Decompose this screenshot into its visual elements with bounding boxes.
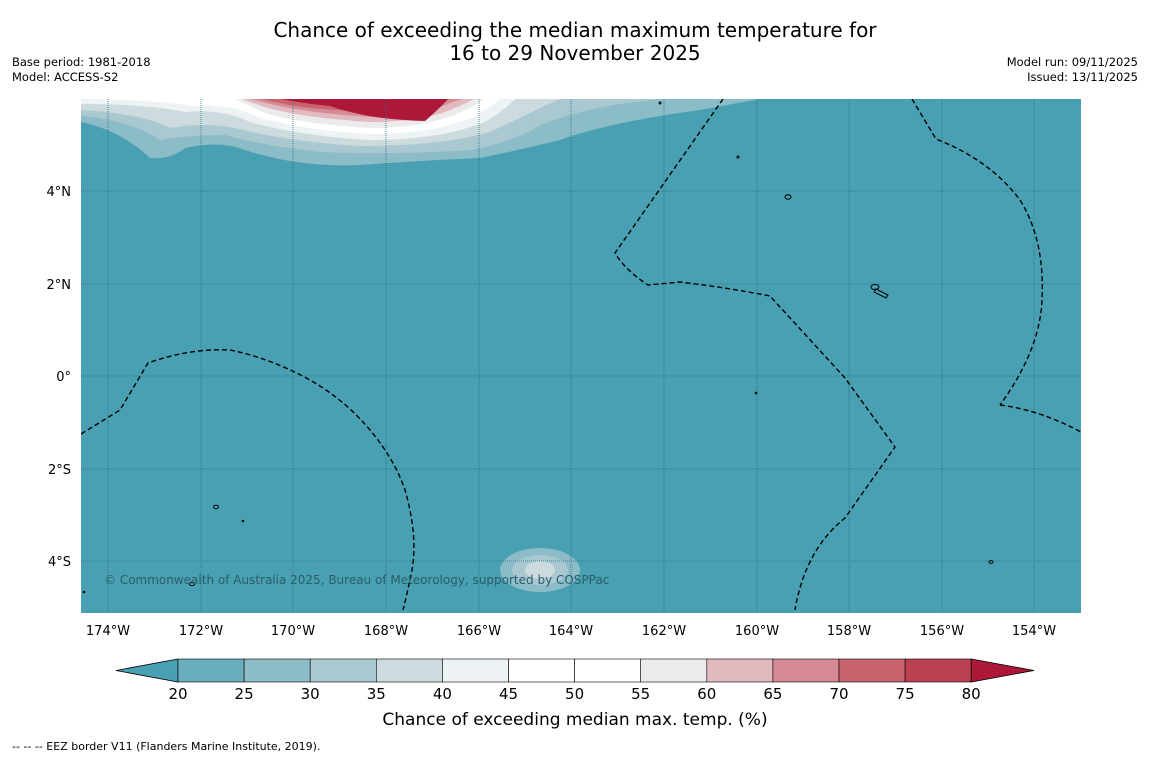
- lat-label-4: 4°S: [48, 555, 71, 570]
- colorbar-tick-35: 35: [367, 685, 386, 703]
- island-2: [870, 284, 880, 290]
- lat-label-0: 4°N: [47, 185, 72, 200]
- colorbar-tick-45: 45: [499, 685, 518, 703]
- map-background: [81, 99, 1081, 613]
- colorbar-segment-25-30: [243, 658, 311, 683]
- island-10: [754, 391, 758, 395]
- colorbar-segment-40-45: [442, 658, 509, 683]
- eez-borders: [81, 99, 1081, 611]
- meta-right: Model run: 09/11/2025 Issued: 13/11/2025: [1007, 55, 1138, 85]
- islands: [82, 101, 994, 594]
- colorbar-tick-75: 75: [896, 685, 915, 703]
- eez-border-east-north: [911, 99, 1044, 406]
- colorbar-tick-25: 25: [235, 685, 254, 703]
- island-3: [873, 288, 889, 299]
- copyright-text: © Commonwealth of Australia 2025, Bureau…: [104, 573, 609, 587]
- lat-tick-labels: 4°N 2°N 0° 2°S 4°S: [47, 185, 72, 570]
- lon-label-0: 174°W: [86, 624, 130, 639]
- island-1: [784, 194, 792, 200]
- colorbar-tick-40: 40: [433, 685, 452, 703]
- colorbar-segment-60-65: [706, 658, 774, 683]
- island-11: [82, 590, 86, 594]
- lat-label-1: 2°N: [47, 278, 72, 293]
- lon-label-6: 162°W: [642, 624, 686, 639]
- lon-label-4: 166°W: [457, 624, 501, 639]
- chart-title: Chance of exceeding the median maximum t…: [0, 19, 1150, 65]
- colorbar-segment-65-70: [772, 658, 840, 683]
- lat-label-2: 0°: [56, 370, 71, 385]
- title-line-2: 16 to 29 November 2025: [449, 41, 701, 65]
- colorbar-tick-20: 20: [168, 685, 187, 703]
- map-plot: © Commonwealth of Australia 2025, Bureau…: [81, 99, 1081, 613]
- lat-label-3: 2°S: [48, 463, 71, 478]
- eez-border-central: [614, 99, 896, 611]
- colorbar-tick-60: 60: [697, 685, 716, 703]
- colorbar-tick-55: 55: [631, 685, 650, 703]
- issued-text: Issued: 13/11/2025: [1027, 70, 1138, 84]
- model-run-text: Model run: 09/11/2025: [1006, 55, 1138, 69]
- eez-legend-text: -- -- -- EEZ border V11 (Flanders Marine…: [12, 740, 321, 753]
- anomaly-spot-inner: [525, 561, 555, 579]
- lon-label-8: 158°W: [827, 624, 871, 639]
- colorbar-tick-80: 80: [962, 685, 981, 703]
- island-7: [736, 155, 740, 159]
- meta-left: Base period: 1981-2018 Model: ACCESS-S2: [12, 55, 151, 85]
- colorbar-segment-30-35: [309, 658, 377, 683]
- eez-border-east-south: [999, 404, 1081, 433]
- colorbar-segment-70-75: [838, 658, 906, 683]
- colorbar-extend-low: [115, 658, 179, 683]
- colorbar-extend-high: [970, 658, 1035, 683]
- colorbar-label: Chance of exceeding median max. temp. (%…: [382, 710, 768, 730]
- colorbar-tick-50: 50: [565, 685, 584, 703]
- lon-label-7: 160°W: [735, 624, 779, 639]
- grid-lines: [81, 99, 1081, 613]
- colorbar-segment-35-40: [375, 658, 443, 683]
- colorbar-tick-30: 30: [301, 685, 320, 703]
- lon-label-9: 156°W: [920, 624, 964, 639]
- eez-border-west: [81, 349, 415, 611]
- colorbar-segment-75-80: [904, 658, 972, 683]
- island-8: [658, 101, 662, 105]
- colorbar-tick-65: 65: [763, 685, 782, 703]
- colorbar-tick-70: 70: [829, 685, 848, 703]
- lon-label-3: 168°W: [364, 624, 408, 639]
- island-5: [189, 581, 195, 587]
- title-line-1: Chance of exceeding the median maximum t…: [273, 18, 877, 42]
- colorbar-segment-20-25: [177, 658, 245, 683]
- base-period-text: Base period: 1981-2018: [12, 55, 151, 69]
- contour-80: [282, 99, 448, 121]
- island-9: [241, 519, 245, 523]
- lon-label-2: 170°W: [271, 624, 315, 639]
- lon-tick-labels: 174°W 172°W 170°W 168°W 166°W 164°W 162°…: [86, 624, 1056, 639]
- model-text: Model: ACCESS-S2: [12, 70, 119, 84]
- lon-label-10: 154°W: [1012, 624, 1056, 639]
- colorbar-segment-55-60: [640, 658, 708, 683]
- lon-label-1: 172°W: [179, 624, 223, 639]
- island-6: [988, 560, 994, 564]
- colorbar: 20 25 30 35 40 45 50 55 60 65 70 75 80: [115, 658, 1035, 703]
- island-4: [213, 504, 219, 510]
- colorbar-segment-45-50: [508, 658, 575, 683]
- lon-label-5: 164°W: [549, 624, 593, 639]
- colorbar-segment-50-55: [574, 658, 641, 683]
